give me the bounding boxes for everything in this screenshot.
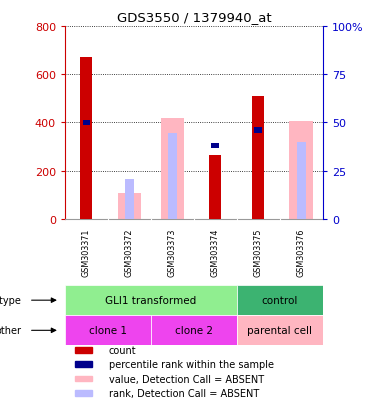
Text: percentile rank within the sample: percentile rank within the sample <box>109 359 274 369</box>
Bar <box>168 134 177 219</box>
Text: rank, Detection Call = ABSENT: rank, Detection Call = ABSENT <box>109 388 259 398</box>
Bar <box>296 142 306 219</box>
Bar <box>125 180 134 219</box>
Bar <box>81 58 92 219</box>
Bar <box>237 316 323 346</box>
Text: GSM303371: GSM303371 <box>82 228 91 276</box>
Text: value, Detection Call = ABSENT: value, Detection Call = ABSENT <box>109 374 264 384</box>
Bar <box>118 194 141 219</box>
Bar <box>75 390 92 396</box>
Bar <box>255 128 262 133</box>
Bar <box>75 361 92 367</box>
Bar <box>289 122 313 219</box>
Bar <box>65 316 151 346</box>
Text: clone 2: clone 2 <box>175 325 213 335</box>
Bar <box>161 118 184 219</box>
Text: control: control <box>262 295 298 306</box>
Text: other: other <box>0 325 21 335</box>
Bar <box>82 121 90 126</box>
Bar <box>209 156 221 219</box>
Bar <box>252 97 264 219</box>
Bar <box>65 285 237 316</box>
Text: GSM303375: GSM303375 <box>254 228 263 277</box>
Text: GLI1 transformed: GLI1 transformed <box>105 295 197 306</box>
Bar <box>211 143 219 149</box>
Text: count: count <box>109 345 137 355</box>
Bar <box>237 285 323 316</box>
Bar <box>151 316 237 346</box>
Text: GSM303373: GSM303373 <box>168 228 177 276</box>
Text: GSM303374: GSM303374 <box>211 228 220 276</box>
Text: GSM303372: GSM303372 <box>125 228 134 277</box>
Bar <box>75 376 92 382</box>
Text: parental cell: parental cell <box>247 325 312 335</box>
Text: cell type: cell type <box>0 295 21 306</box>
Title: GDS3550 / 1379940_at: GDS3550 / 1379940_at <box>116 11 271 24</box>
Text: clone 1: clone 1 <box>89 325 127 335</box>
Text: GSM303376: GSM303376 <box>297 228 306 276</box>
Bar <box>75 347 92 353</box>
